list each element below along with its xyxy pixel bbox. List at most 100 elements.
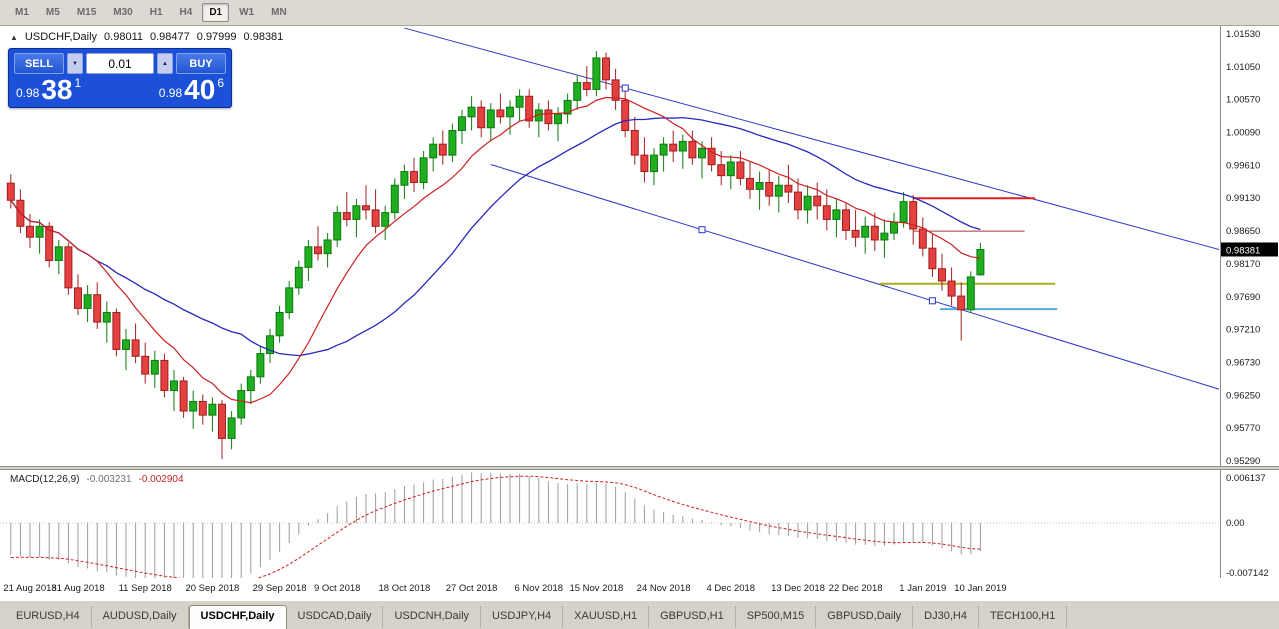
candle-body (304, 246, 313, 268)
price-tick-label: 1.00570 (1226, 95, 1260, 106)
object-handle[interactable] (621, 84, 629, 92)
candle-body (381, 212, 390, 227)
price-tick-label: 0.98650 (1226, 226, 1260, 237)
price-tick-label: 0.96730 (1226, 357, 1260, 368)
candle-body (141, 355, 150, 375)
trade-controls-row: SELL ▼ ▲ BUY (14, 53, 226, 74)
volume-decrease-button[interactable]: ▼ (67, 53, 83, 74)
timeframe-h1[interactable]: H1 (149, 7, 163, 18)
candle-body (813, 195, 822, 207)
candle-body (544, 109, 553, 125)
candle-body (323, 239, 332, 255)
timeframe-m15[interactable]: M15 (76, 7, 97, 18)
candle-body (208, 403, 217, 416)
date-label: 27 Oct 2018 (446, 583, 498, 594)
candle-body (726, 161, 735, 177)
macd-canvas[interactable]: 0.006137 0.00 -0.007142 (0, 470, 1279, 578)
current-price-label: 0.98381 (1226, 245, 1260, 256)
chart-tab-sp500-m15[interactable]: SP500,M15 (736, 606, 817, 628)
macd-signal-value: -0.002904 (138, 474, 184, 485)
macd-signal-line (10, 475, 981, 578)
candle-body (688, 140, 697, 159)
trend-channel-line[interactable] (490, 164, 1221, 390)
price-tick-label: 0.99130 (1226, 193, 1260, 204)
timeframe-m1[interactable]: M1 (15, 7, 29, 18)
candle-body (45, 225, 54, 262)
ohlc-low: 0.97999 (196, 31, 237, 43)
volume-increase-button[interactable]: ▲ (157, 53, 173, 74)
candle-body (438, 143, 447, 156)
candle-body (650, 154, 658, 173)
chart-tab-eurusd-h4[interactable]: EURUSD,H4 (5, 606, 92, 628)
price-tick-label: 0.96250 (1226, 390, 1260, 401)
chart-tab-usdcnh-daily[interactable]: USDCNH,Daily (383, 606, 482, 628)
candle-body (160, 359, 169, 392)
ohlc-high: 0.98477 (150, 31, 190, 43)
buy-button[interactable]: BUY (176, 53, 226, 74)
price-tick-label: 0.99610 (1226, 160, 1260, 171)
candle-body (170, 380, 178, 392)
candle-body (707, 147, 716, 166)
candle-body (890, 221, 898, 234)
timeframe-m30[interactable]: M30 (113, 7, 133, 18)
timeframe-m5[interactable]: M5 (45, 7, 60, 18)
candle-body (966, 276, 975, 311)
chart-tab-usdjpy-h4[interactable]: USDJPY,H4 (481, 606, 564, 628)
timeframe-mn[interactable]: MN (271, 7, 287, 18)
candle-body (294, 266, 303, 289)
trend-channel-line[interactable] (404, 27, 1220, 251)
date-label: 1 Jan 2019 (899, 583, 946, 594)
candle-body (582, 82, 591, 90)
buy-price-big: 40 (184, 74, 216, 105)
object-handle[interactable] (698, 226, 706, 234)
candle-body (314, 246, 322, 255)
candle-body (899, 201, 908, 223)
candle-body (659, 143, 668, 156)
timeframe-d1[interactable]: D1 (202, 3, 230, 22)
pane-divider[interactable] (0, 466, 1279, 470)
sell-price-prefix: 0.98 (16, 86, 40, 100)
current-price-badge (1221, 242, 1278, 257)
one-click-toggle-icon[interactable]: ▲ (10, 32, 18, 42)
candle-body (736, 161, 745, 179)
candle-body (477, 106, 486, 129)
date-label: 10 Jan 2019 (954, 583, 1006, 594)
object-handle[interactable] (928, 297, 936, 305)
candle-body (938, 268, 946, 282)
chart-ohlc-header: ▲ USDCHF,Daily 0.98011 0.98477 0.97999 0… (10, 31, 283, 43)
buy-price[interactable]: 0.98 40 6 (159, 76, 224, 104)
macd-main-value: -0.003231 (86, 474, 132, 485)
candle-body (218, 403, 226, 439)
candle-body (630, 129, 639, 156)
chart-tab-gbpusd-h1[interactable]: GBPUSD,H1 (649, 606, 736, 628)
chart-tab-usdcad-daily[interactable]: USDCAD,Daily (287, 606, 384, 628)
chart-tab-tech100-h1[interactable]: TECH100,H1 (979, 606, 1068, 628)
macd-scale-label: -0.007142 (1226, 568, 1269, 578)
chart-tab-dj30-h4[interactable]: DJ30,H4 (913, 606, 979, 628)
timeframe-w1[interactable]: W1 (239, 7, 255, 18)
candle-body (237, 390, 246, 419)
candle-body (275, 312, 284, 337)
price-tick-label: 0.95290 (1226, 456, 1260, 466)
sell-button[interactable]: SELL (14, 53, 64, 74)
candle-body (957, 295, 966, 311)
chart-tab-usdchf-daily[interactable]: USDCHF,Daily (188, 605, 287, 629)
candle-body (131, 339, 140, 357)
price-tick-label: 1.01050 (1226, 62, 1260, 73)
candle-body (390, 184, 399, 214)
chart-tab-xauusd-h1[interactable]: XAUUSD,H1 (563, 606, 650, 628)
candle-body (83, 294, 92, 309)
candle-body (755, 181, 764, 190)
timeframe-h4[interactable]: H4 (179, 7, 193, 18)
volume-input[interactable] (86, 53, 154, 74)
one-click-trading-panel: SELL ▼ ▲ BUY 0.98 38 1 0.98 40 6 (8, 48, 232, 108)
chart-symbol: USDCHF,Daily (24, 31, 98, 43)
macd-indicator-label: MACD(12,26,9) -0.003231 -0.002904 (10, 474, 184, 485)
candle-body (448, 129, 457, 156)
date-label: 15 Nov 2018 (569, 583, 623, 594)
sell-price[interactable]: 0.98 38 1 (16, 76, 81, 104)
chart-tab-audusd-daily[interactable]: AUDUSD,Daily (92, 606, 189, 628)
chart-tab-gbpusd-daily[interactable]: GBPUSD,Daily (816, 606, 914, 628)
